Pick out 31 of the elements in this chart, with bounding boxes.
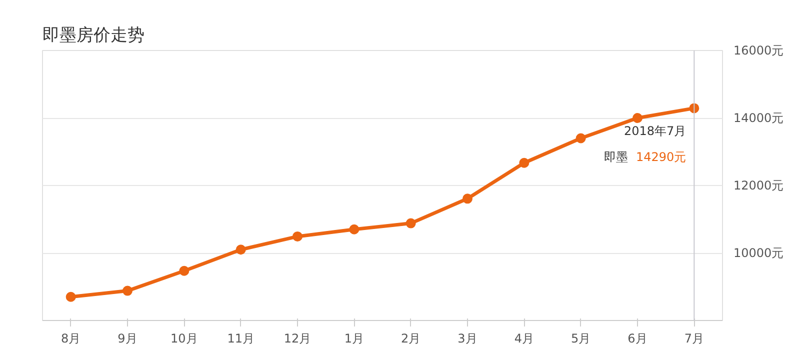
x-tick-label: 11月 bbox=[227, 332, 254, 346]
x-tick-label: 1月 bbox=[344, 332, 364, 346]
x-tick-label: 4月 bbox=[514, 332, 534, 346]
x-tick-label: 9月 bbox=[118, 332, 138, 346]
x-tick-label: 8月 bbox=[61, 332, 81, 346]
point bbox=[349, 224, 360, 234]
x-tick-label: 7月 bbox=[684, 332, 704, 346]
point bbox=[406, 218, 416, 228]
x-tick-label: 12月 bbox=[284, 332, 312, 346]
y-tick-label: 10000元 bbox=[734, 246, 784, 260]
y-tick-label: 16000元 bbox=[734, 44, 784, 58]
x-tick-label: 6月 bbox=[628, 332, 648, 346]
point bbox=[576, 133, 586, 144]
y-tick-label: 14000元 bbox=[734, 111, 784, 125]
y-tick-label: 12000元 bbox=[734, 178, 784, 192]
annotation: 2018年7月 bbox=[624, 124, 686, 138]
point bbox=[122, 286, 132, 296]
x-tick-label: 5月 bbox=[571, 332, 591, 346]
x-tick-label: 2月 bbox=[401, 332, 421, 346]
series-label: 即墨 bbox=[604, 150, 628, 164]
point bbox=[236, 244, 246, 255]
annotation: 14290元 bbox=[636, 150, 686, 164]
chart-title: 即墨房价走势 bbox=[42, 26, 144, 46]
point bbox=[632, 113, 642, 123]
point bbox=[462, 194, 472, 204]
point bbox=[66, 292, 76, 302]
point bbox=[519, 158, 530, 168]
x-tick-label: 10月 bbox=[170, 332, 198, 346]
point bbox=[179, 266, 190, 276]
x-tick-label: 3月 bbox=[458, 332, 478, 346]
point bbox=[292, 231, 302, 242]
